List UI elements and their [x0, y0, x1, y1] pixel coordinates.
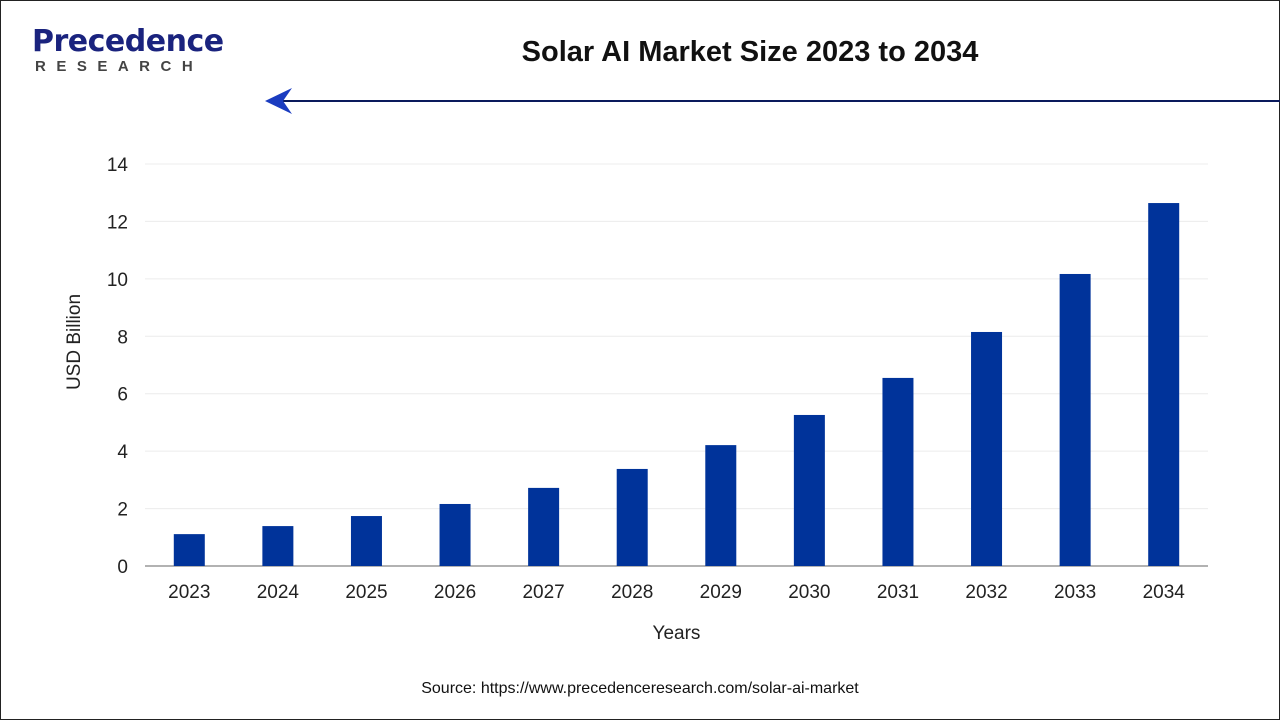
x-tick-label: 2023 [168, 582, 210, 603]
y-tick-label: 4 [117, 442, 128, 463]
bar-2023 [173, 534, 205, 566]
logo-subtext: RESEARCH [35, 58, 204, 75]
source-note: Source: https://www.precedenceresearch.c… [421, 680, 859, 697]
x-tick-label: 2027 [522, 582, 564, 603]
precedence-research-logo: Precedence RESEARCH [32, 26, 224, 76]
x-tick-label: 2033 [1054, 582, 1096, 603]
bar-2027 [528, 487, 560, 566]
x-tick-label: 2031 [877, 582, 919, 603]
x-axis-label: Years [653, 623, 701, 644]
y-tick-label: 8 [117, 327, 128, 348]
arrow-left-icon [265, 88, 292, 114]
x-tick-label: 2032 [965, 582, 1007, 603]
y-tick-label: 0 [117, 557, 128, 578]
bar-2028 [616, 468, 648, 566]
chart-title: Solar AI Market Size 2023 to 2034 [521, 36, 979, 68]
bar-2031 [882, 377, 914, 566]
bar-2024 [262, 526, 294, 566]
bar-2030 [793, 414, 825, 566]
y-tick-label: 12 [107, 212, 128, 233]
bar-2025 [350, 516, 382, 566]
y-axis-label: USD Billion [64, 294, 85, 390]
y-tick-label: 6 [117, 385, 128, 406]
bar-2029 [705, 445, 737, 566]
y-tick-label: 2 [117, 500, 128, 521]
x-tick-label: 2028 [611, 582, 653, 603]
y-tick-label: 14 [107, 155, 129, 176]
x-tick-label: 2026 [434, 582, 476, 603]
bar-2026 [439, 503, 471, 566]
x-tick-label: 2030 [788, 582, 830, 603]
x-tick-label: 2024 [257, 582, 300, 603]
y-tick-label: 10 [107, 270, 128, 291]
bar-2032 [971, 331, 1003, 566]
x-tick-label: 2025 [345, 582, 387, 603]
bar-2033 [1059, 273, 1091, 566]
bar-2034 [1148, 203, 1180, 566]
logo-text: Precedence [32, 24, 224, 59]
x-tick-label: 2034 [1143, 582, 1186, 603]
x-tick-label: 2029 [700, 582, 742, 603]
